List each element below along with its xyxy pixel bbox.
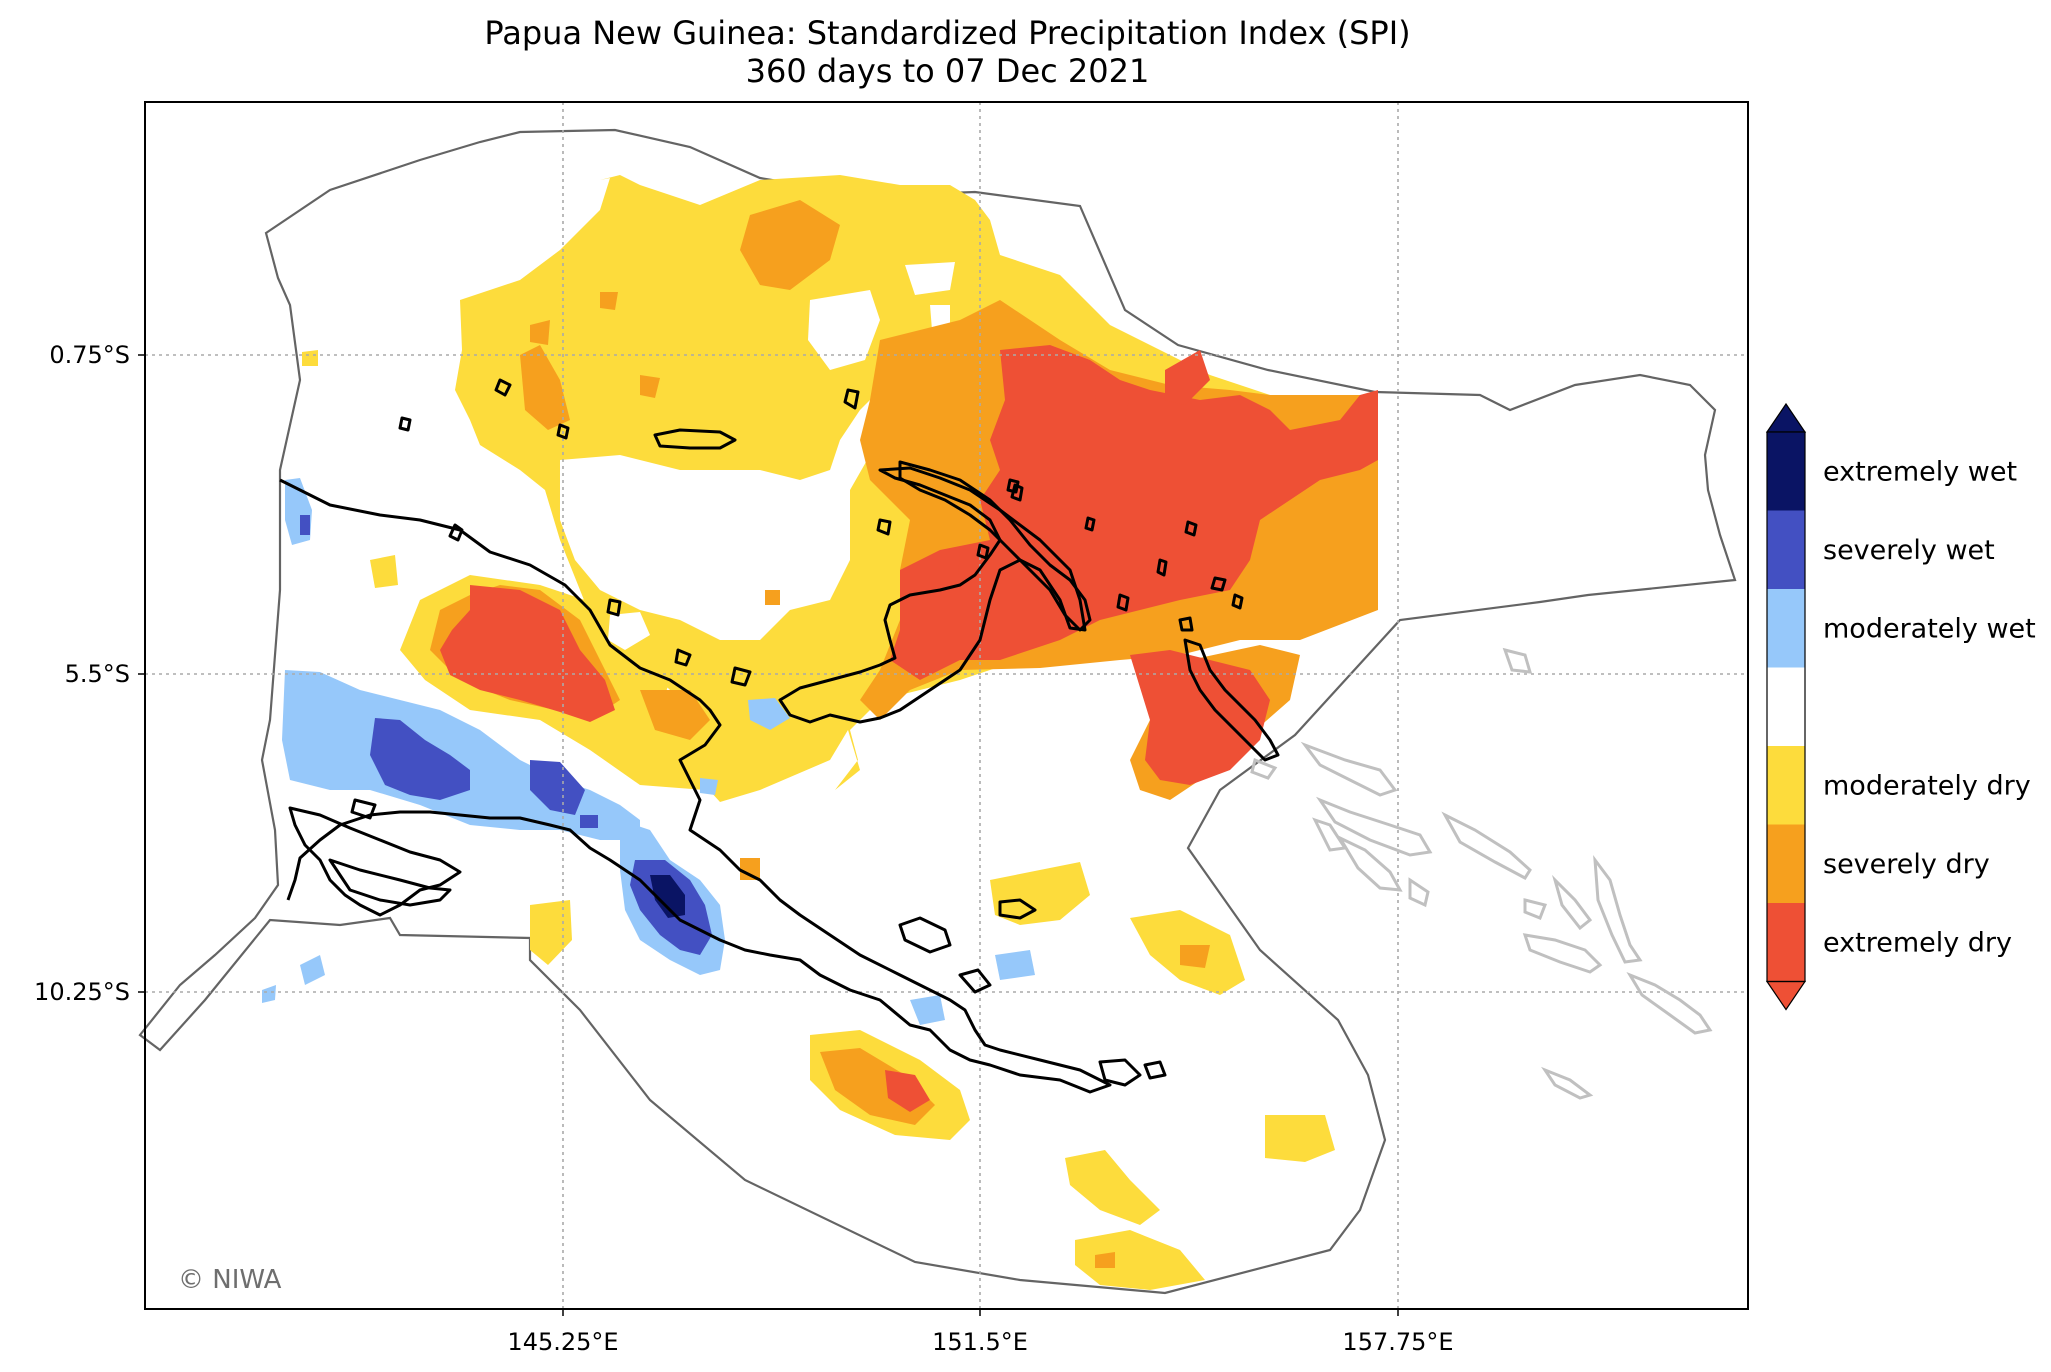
- colorbar-extend-wet: [1765, 402, 1807, 433]
- colorbar-swatch-4: [1767, 746, 1805, 825]
- north-islet-1: [606, 598, 622, 617]
- new-guinea-north-coast: [279, 478, 1112, 1094]
- png-coastlines: [279, 378, 1280, 1094]
- manus-island: [653, 428, 737, 450]
- extremely-dry-areas: [440, 345, 1378, 1112]
- new-hanover: [843, 388, 860, 410]
- south-east-islands-1: [898, 916, 952, 954]
- png-south-coast-west: [288, 806, 462, 917]
- colorbar-label-0: extremely wet: [1823, 456, 2017, 487]
- colorbar-extend-dry: [1765, 980, 1807, 1011]
- south-east-islands-2: [958, 968, 992, 994]
- bismarck-islet-2: [1010, 483, 1024, 502]
- credit-text: © NIWA: [178, 1265, 282, 1295]
- new-britain: [778, 466, 1087, 724]
- north-islet-3: [730, 666, 752, 687]
- lon-tick-label-3: 157.75°E: [1342, 1328, 1453, 1356]
- colorbar-swatch-0: [1767, 432, 1805, 511]
- lat-tick-label-3: 10.25°S: [34, 978, 130, 1006]
- colorbar-label-1: severely wet: [1823, 535, 1995, 566]
- colorbar-outline: [1766, 431, 1806, 983]
- map-title: Papua New Guinea: Standardized Precipita…: [484, 14, 1411, 52]
- new-ireland: [898, 460, 1092, 632]
- gulf-islands: [350, 798, 377, 820]
- lat-tick-label-2: 5.5°S: [65, 660, 130, 688]
- north-islet-5: [398, 416, 412, 432]
- colorbar-swatch-2: [1767, 589, 1805, 668]
- latitude-ticks: 0.75°S 5.5°S 10.25°S: [34, 341, 145, 1006]
- south-east-islands-3: [998, 898, 1037, 920]
- bougainville: [1183, 638, 1280, 762]
- bismarck-islet-3: [1116, 593, 1130, 612]
- islet-small-1: [1084, 516, 1096, 532]
- east-islet-2: [1231, 593, 1244, 610]
- extremely-wet-areas: [650, 875, 685, 918]
- fly-delta: [328, 858, 452, 907]
- longitude-ticks: 145.25°E 151.5°E 157.75°E: [507, 1309, 1454, 1356]
- colorbar-swatch-5: [1767, 824, 1805, 903]
- bismarck-islet-1: [876, 518, 892, 536]
- map-frame: [144, 101, 1749, 1310]
- north-islet-6: [448, 523, 464, 542]
- islet-small-4: [556, 423, 570, 440]
- map-title-block: Papua New Guinea: Standardized Precipita…: [0, 14, 1895, 90]
- lon-tick-label-2: 151.5°E: [932, 1328, 1028, 1356]
- graticule: [145, 102, 1748, 1309]
- eez-boundary: [138, 128, 1737, 1295]
- east-islet-1: [1210, 576, 1227, 592]
- south-east-islands-4: [1098, 1058, 1142, 1087]
- map-subtitle: 360 days to 07 Dec 2021: [745, 52, 1150, 90]
- colorbar-label-6: extremely dry: [1823, 927, 2012, 958]
- spi-colorbar: extremely wet severely wet moderately wet m…: [1765, 402, 2036, 1011]
- buka-islands: [1178, 616, 1194, 632]
- lon-tick-label-1: 145.25°E: [507, 1328, 618, 1356]
- colorbar-swatch-6: [1767, 903, 1805, 982]
- colorbar-label-5: severely dry: [1823, 849, 1990, 880]
- islet-small-3: [1006, 478, 1020, 494]
- south-east-islands-5: [1143, 1060, 1167, 1080]
- lat-tick-label-1: 0.75°S: [49, 341, 130, 369]
- colorbar-swatch-1: [1767, 510, 1805, 589]
- colorbar-label-2: moderately wet: [1823, 613, 2036, 644]
- north-islet-2: [674, 648, 692, 667]
- bismarck-islet-4: [1156, 558, 1168, 577]
- north-islet-4: [494, 378, 512, 397]
- nissan-atoll: [1184, 520, 1198, 537]
- colorbar-label-4: moderately dry: [1823, 770, 2031, 801]
- neighbor-coastlines: [1250, 647, 1713, 1100]
- colorbar-swatch-3: [1767, 667, 1805, 746]
- islet-small-2: [976, 543, 990, 560]
